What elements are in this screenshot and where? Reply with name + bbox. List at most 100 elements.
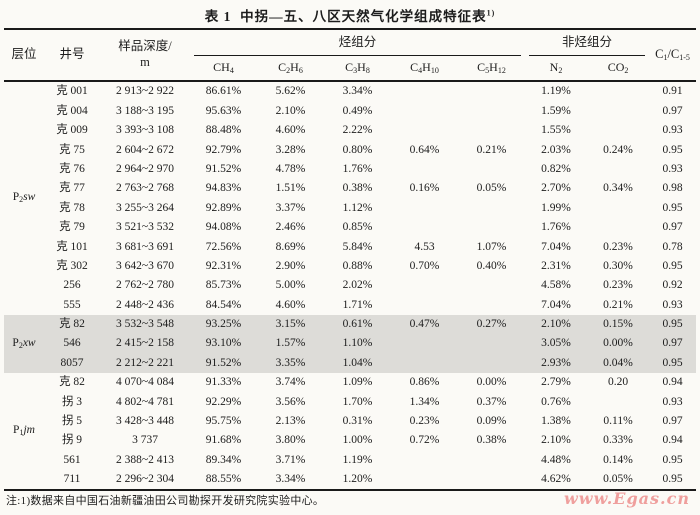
cell-ch4: 85.73%: [205, 279, 242, 292]
cell-ch4: 91.33%: [205, 376, 242, 389]
cell-c5h12: 1.07%: [476, 240, 507, 253]
cell-c2h6: 3.35%: [257, 353, 324, 373]
cell-c5h12: 0.09%: [476, 415, 507, 428]
cell-c4h10: 0.70%: [409, 259, 440, 272]
cell-c5h12: [458, 470, 525, 490]
cell-ratio: 0.93: [662, 298, 683, 311]
cell-depth: 3 428~3 448: [116, 415, 174, 428]
cell-co2: 0.05%: [603, 473, 633, 486]
cell-c3h8: 2.22%: [342, 124, 373, 137]
cell-ratio: 0.95: [649, 314, 697, 335]
cell-co2: 0.30%: [603, 259, 633, 272]
table-row: 克 75 2 604~2 672 92.79% 3.28% 0.80% 0.64% 0.21…: [4, 140, 696, 159]
cell-ch4: 91.52%: [205, 162, 242, 175]
cell-depth: 2 296~2 304: [116, 473, 174, 486]
cell-c4h10: 0.23%: [409, 415, 440, 428]
cell-depth: 3 188~3 195: [116, 104, 174, 117]
header-c3h8: C3H8: [345, 59, 370, 75]
header-n2: N2: [549, 59, 563, 75]
cell-n2: 4.62%: [541, 473, 571, 486]
cell-well: 拐 3: [61, 395, 83, 408]
cell-ch4: 88.55%: [205, 473, 242, 486]
cell-co2: 0.34%: [603, 182, 633, 195]
cell-well: 拐 9: [61, 434, 83, 447]
cell-c4h10: [391, 295, 458, 314]
cell-c4h10: [391, 198, 458, 217]
cell-ratio: 0.95: [662, 259, 683, 272]
cell-depth: 3 532~3 548: [100, 314, 190, 335]
cell-depth: 2 913~2 922: [116, 85, 174, 98]
cell-n2: 2.10%: [525, 314, 588, 335]
cell-co2: 0.04%: [587, 353, 650, 373]
cell-c4h10: [391, 101, 458, 120]
cell-depth: 4 070~4 084: [116, 376, 174, 389]
table-row: 拐 9 3 737 91.68% 3.80% 1.00% 0.72% 0.38% 2.10% 0…: [4, 431, 696, 450]
cell-c3h8: 3.34%: [342, 85, 373, 98]
cell-c2h6: 2.13%: [275, 415, 306, 428]
header-hydrocarbon-group-label: 烃组分: [338, 35, 377, 50]
cell-ratio: 0.97: [662, 415, 683, 428]
header-c4h10: C4H10: [410, 59, 439, 75]
cell-c3h8: 1.20%: [342, 473, 373, 486]
cell-co2: [587, 160, 649, 179]
cell-c2h6: 3.34%: [275, 473, 306, 486]
cell-ch4: 92.31%: [205, 259, 242, 272]
cell-ratio: 0.78: [662, 240, 683, 253]
cell-co2: [587, 218, 649, 237]
table-row: 256 2 762~2 780 85.73% 5.00% 2.02% 4.58% 0.23%…: [4, 276, 696, 295]
gas-composition-table: 层位 井号 样品深度/ m 烃组分 非烃组分 C1/C1-5: [4, 28, 697, 492]
cell-n2: 2.70%: [541, 182, 571, 195]
header-non-hydrocarbon-group-label: 非烃组分: [562, 35, 613, 50]
header-c5h12: C5H12: [477, 59, 506, 75]
horizon-label: P2xw: [4, 314, 44, 373]
cell-c4h10: [391, 160, 458, 179]
cell-ratio: 0.97: [662, 221, 683, 234]
cell-ch4: 92.79%: [205, 143, 242, 156]
cell-well: 克 76: [59, 162, 85, 175]
cell-well: 8057: [44, 353, 100, 373]
cell-well: 克 302: [56, 259, 88, 272]
cell-c4h10: 0.64%: [409, 143, 440, 156]
cell-ratio: 0.97: [662, 104, 683, 117]
cell-ch4: 92.29%: [205, 395, 242, 408]
cell-depth: 4 802~4 781: [116, 395, 174, 408]
cell-c2h6: 5.62%: [275, 85, 306, 98]
cell-well: 546: [44, 334, 100, 354]
cell-well: 克 82: [44, 314, 100, 335]
cell-well: 克 004: [56, 104, 88, 117]
cell-n2: 1.55%: [541, 124, 571, 137]
cell-c2h6: 3.74%: [275, 376, 306, 389]
cell-c3h8: 1.71%: [342, 298, 373, 311]
header-c2h6: C2H6: [278, 59, 303, 75]
cell-ch4: 93.25%: [190, 314, 257, 335]
cell-n2: 1.38%: [541, 415, 571, 428]
cell-c3h8: 1.76%: [342, 162, 373, 175]
cell-c4h10: 0.72%: [409, 434, 440, 447]
cell-c2h6: 2.46%: [275, 221, 306, 234]
cell-co2: [587, 121, 649, 140]
cell-n2: 2.31%: [541, 259, 571, 272]
cell-c4h10: 4.53: [414, 240, 435, 253]
cell-c2h6: 4.60%: [275, 124, 306, 137]
cell-c5h12: [458, 121, 525, 140]
cell-ratio: 0.91: [662, 85, 683, 98]
cell-n2: 2.79%: [541, 376, 571, 389]
cell-n2: 1.76%: [541, 221, 571, 234]
header-ch4: CH4: [213, 59, 234, 75]
cell-depth: 2 212~2 221: [100, 353, 190, 373]
cell-ratio: 0.94: [662, 376, 683, 389]
cell-c5h12: [458, 81, 525, 101]
table-row: 拐 3 4 802~4 781 92.29% 3.56% 1.70% 1.34% 0.37%…: [4, 392, 696, 411]
cell-depth: 3 393~3 108: [116, 124, 174, 137]
table-row: 克 302 3 642~3 670 92.31% 2.90% 0.88% 0.70% 0.4…: [4, 257, 696, 276]
cell-c3h8: 1.70%: [342, 395, 373, 408]
cell-well: 555: [63, 298, 81, 311]
table-body: P2sw 克 001 2 913~2 922 86.61% 5.62% 3.34% 1.19…: [4, 81, 697, 490]
cell-ch4: 95.75%: [205, 415, 242, 428]
cell-depth: 2 762~2 780: [116, 279, 174, 292]
cell-well: 克 75: [59, 143, 85, 156]
cell-c3h8: 1.00%: [342, 434, 373, 447]
cell-well: 256: [63, 279, 81, 292]
cell-ch4: 94.08%: [205, 221, 242, 234]
